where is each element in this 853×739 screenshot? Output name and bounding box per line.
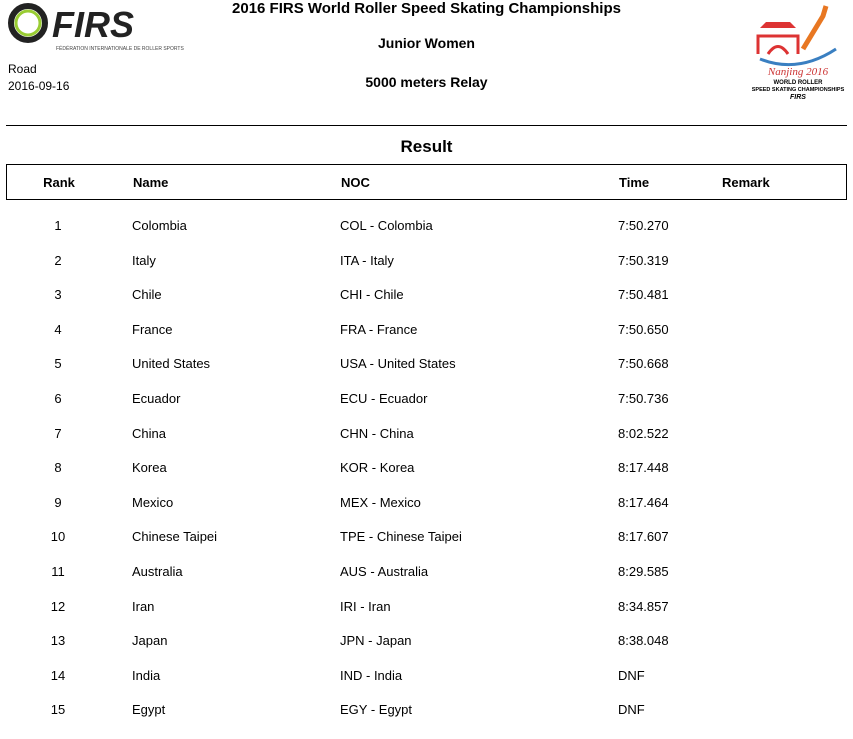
cell-noc: MEX - Mexico — [340, 494, 421, 510]
discipline: Road — [8, 62, 37, 76]
cell-name: Mexico — [132, 494, 174, 510]
col-rank: Rank — [43, 175, 75, 190]
cell-rank: 11 — [51, 564, 65, 579]
cell-rank: 3 — [54, 287, 62, 303]
cell-rank: 8 — [54, 460, 62, 476]
table-row: 1 Colombia COL - Colombia 7:50.270 — [0, 218, 853, 238]
cell-name: United States — [132, 356, 211, 372]
col-time: Time — [619, 175, 650, 190]
table-row: 6 Ecuador ECU - Ecuador 7:50.736 — [0, 391, 853, 411]
cell-time: 7:50.668 — [618, 356, 669, 372]
cell-rank: 13 — [50, 633, 66, 649]
cell-rank: 9 — [54, 494, 62, 510]
cell-noc: AUS - Australia — [340, 564, 429, 579]
cell-rank: 1 — [54, 218, 62, 233]
cell-name: China — [132, 425, 166, 441]
table-row: 13 Japan JPN - Japan 8:38.048 — [0, 633, 853, 653]
cell-noc: COL - Colombia — [340, 218, 433, 233]
cell-rank: 4 — [54, 321, 62, 337]
event-name: 5000 meters Relay — [365, 74, 488, 90]
cell-rank: 7 — [54, 425, 62, 441]
cell-name: Chile — [132, 287, 162, 303]
cell-name: Japan — [132, 633, 168, 649]
table-row: 11 Australia AUS - Australia 8:29.585 — [0, 564, 853, 584]
table-row: 5 United States USA - United States 7:50.66… — [0, 356, 853, 376]
cell-rank: 6 — [54, 391, 62, 406]
table-row: 3 Chile CHI - Chile 7:50.481 — [0, 287, 853, 307]
cell-time: 8:17.464 — [618, 494, 669, 510]
cell-rank: 15 — [50, 702, 66, 718]
cell-time: 7:50.481 — [618, 287, 669, 303]
cell-rank: 12 — [50, 598, 66, 614]
svg-text:Nanjing 2016: Nanjing 2016 — [767, 66, 829, 78]
cell-name: India — [132, 667, 161, 683]
cell-name: Chinese Taipei — [132, 529, 218, 545]
table-row: 14 India IND - India DNF — [0, 668, 853, 688]
cell-time: 8:17.607 — [618, 529, 669, 545]
cell-noc: JPN - Japan — [340, 633, 412, 649]
col-remark: Remark — [722, 175, 770, 190]
svg-text:FÉDÉRATION INTERNATIONALE DE R: FÉDÉRATION INTERNATIONALE DE ROLLER SPOR… — [56, 45, 184, 52]
table-row: 4 France FRA - France 7:50.650 — [0, 322, 853, 342]
nanjing-2016-logo: Nanjing 2016 WORLD ROLLER SPEED SKATING … — [748, 4, 848, 101]
svg-text:WORLD ROLLER: WORLD ROLLER — [774, 80, 824, 86]
table-row: 10 Chinese Taipei TPE - Chinese Taipei 8:17… — [0, 529, 853, 549]
cell-name: Ecuador — [132, 391, 181, 406]
cell-rank: 14 — [50, 667, 66, 683]
cell-time: 8:29.585 — [618, 564, 669, 579]
section-title: Result — [400, 137, 453, 156]
cell-time: DNF — [618, 702, 645, 718]
firs-logo: FIRS FÉDÉRATION INTERNATIONALE DE ROLLER… — [6, 3, 196, 53]
cell-name: Iran — [132, 598, 155, 614]
cell-noc: ECU - Ecuador — [340, 391, 428, 406]
col-noc: NOC — [341, 175, 370, 190]
cell-noc: IRI - Iran — [340, 598, 391, 614]
table-row: 8 Korea KOR - Korea 8:17.448 — [0, 460, 853, 480]
cell-time: 8:02.522 — [618, 425, 669, 441]
cell-noc: CHN - China — [340, 425, 414, 441]
col-name: Name — [133, 175, 169, 190]
cell-name: Italy — [132, 252, 156, 268]
cell-time: 7:50.736 — [618, 391, 669, 406]
divider — [6, 125, 847, 126]
cell-rank: 2 — [54, 252, 62, 268]
cell-time: 8:34.857 — [618, 598, 669, 614]
cell-noc: EGY - Egypt — [340, 702, 413, 718]
cell-name: Egypt — [132, 702, 166, 718]
cell-time: 8:17.448 — [618, 460, 669, 476]
cell-time: 8:38.048 — [618, 633, 669, 649]
cell-name: France — [132, 321, 173, 337]
svg-text:FIRS: FIRS — [790, 94, 806, 100]
cell-time: 7:50.650 — [618, 321, 669, 337]
cell-noc: ITA - Italy — [340, 252, 394, 268]
cell-noc: KOR - Korea — [340, 460, 415, 476]
cell-noc: TPE - Chinese Taipei — [340, 529, 462, 545]
cell-name: Korea — [132, 460, 167, 476]
cell-time: DNF — [618, 667, 645, 683]
svg-text:SPEED SKATING CHAMPIONSHIPS: SPEED SKATING CHAMPIONSHIPS — [752, 87, 845, 93]
cell-noc: FRA - France — [340, 321, 418, 337]
table-row: 7 China CHN - China 8:02.522 — [0, 426, 853, 446]
table-row: 2 Italy ITA - Italy 7:50.319 — [0, 253, 853, 273]
cell-noc: USA - United States — [340, 356, 456, 372]
cell-name: Australia — [132, 564, 183, 579]
cell-rank: 10 — [50, 529, 66, 545]
cell-name: Colombia — [132, 218, 187, 233]
table-row: 15 Egypt EGY - Egypt DNF — [0, 702, 853, 722]
svg-text:FIRS: FIRS — [52, 4, 134, 45]
category: Junior Women — [378, 35, 475, 51]
date: 2016-09-16 — [8, 79, 70, 93]
table-row: 12 Iran IRI - Iran 8:34.857 — [0, 599, 853, 619]
cell-noc: IND - India — [340, 667, 403, 683]
table-row: 9 Mexico MEX - Mexico 8:17.464 — [0, 495, 853, 515]
cell-time: 7:50.270 — [618, 218, 669, 233]
cell-time: 7:50.319 — [618, 252, 669, 268]
cell-rank: 5 — [54, 356, 62, 372]
table-header: Rank Name NOC Time Remark — [6, 164, 847, 200]
cell-noc: CHI - Chile — [340, 287, 404, 303]
championship-title: 2016 FIRS World Roller Speed Skating Cha… — [232, 0, 621, 17]
